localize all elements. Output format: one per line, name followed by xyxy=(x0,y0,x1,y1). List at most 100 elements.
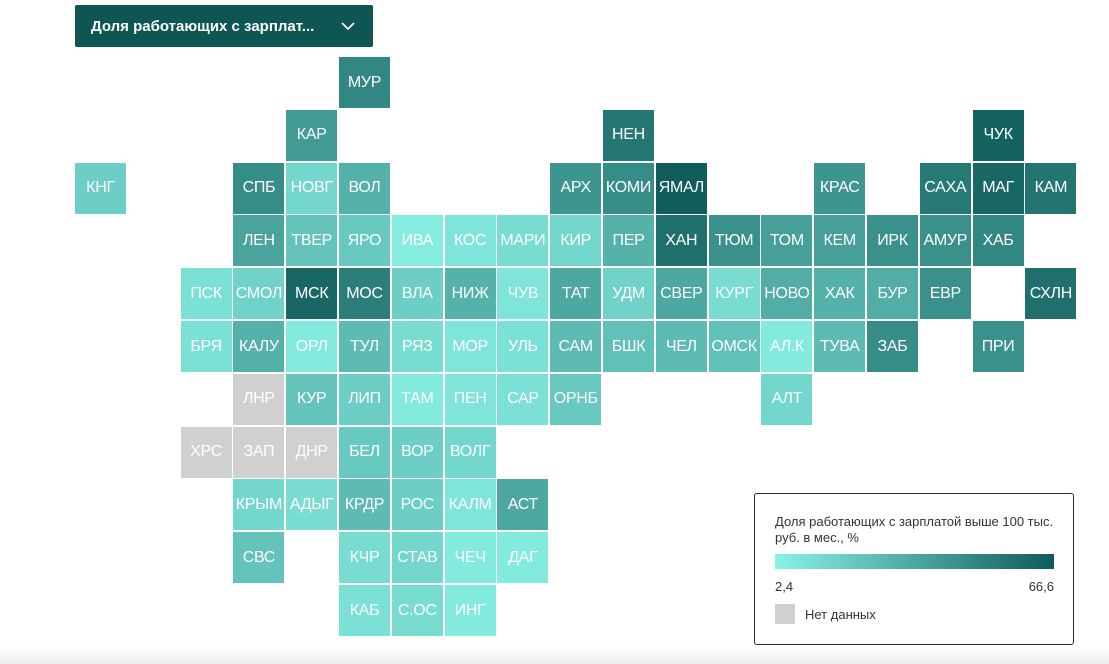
region-tile[interactable]: ПЕР xyxy=(603,215,654,267)
region-tile[interactable]: ХРС xyxy=(180,426,232,478)
region-tile[interactable]: АЛ.К xyxy=(761,321,813,372)
indicator-dropdown-label: Доля работающих с зарплат... xyxy=(91,17,315,35)
region-tile[interactable]: СХЛН xyxy=(1025,268,1077,320)
legend: Доля работающих с зарплатой выше 100 тыс… xyxy=(754,493,1074,645)
region-tile[interactable]: НИЖ xyxy=(444,268,496,320)
region-tile[interactable]: ВОЛ xyxy=(339,162,390,214)
region-tile[interactable]: ТВЕР xyxy=(286,215,338,267)
legend-nodata-swatch xyxy=(775,604,795,624)
region-tile[interactable]: КЕМ xyxy=(814,215,866,267)
region-tile[interactable]: РОС xyxy=(391,479,443,531)
region-tile[interactable]: НЕН xyxy=(603,109,654,161)
legend-min-label: 2,4 xyxy=(775,579,794,594)
region-tile[interactable]: ТУЛ xyxy=(339,321,390,372)
region-tile[interactable]: ЛНР xyxy=(233,373,285,425)
region-tile[interactable]: ОРНБ xyxy=(550,373,602,425)
region-tile[interactable]: БУР xyxy=(867,268,918,320)
region-tile[interactable]: ОМСК xyxy=(708,321,760,372)
region-tile[interactable]: МАРИ xyxy=(497,215,549,267)
region-tile[interactable]: ХАБ xyxy=(972,215,1024,267)
region-tile[interactable]: АСТ xyxy=(497,479,549,531)
region-tile[interactable]: БЕЛ xyxy=(339,426,390,478)
legend-title: Доля работающих с зарплатой выше 100 тыс… xyxy=(775,514,1054,545)
region-tile[interactable]: САР xyxy=(497,373,549,425)
region-tile[interactable]: МУР xyxy=(339,57,390,108)
region-tile[interactable]: ТОМ xyxy=(761,215,813,267)
legend-max-label: 66,6 xyxy=(1028,579,1054,594)
region-tile[interactable]: КАБ xyxy=(339,585,390,636)
region-tile[interactable]: ИНГ xyxy=(444,585,496,636)
region-tile[interactable]: НОВО xyxy=(761,268,813,320)
region-tile[interactable]: АДЫГ xyxy=(286,479,338,531)
region-tile[interactable]: КНГ xyxy=(75,162,126,214)
region-tile[interactable]: БРЯ xyxy=(180,321,232,372)
region-tile[interactable]: КАЛМ xyxy=(444,479,496,531)
region-tile[interactable]: СПБ xyxy=(233,162,285,214)
region-tile[interactable]: ИРК xyxy=(867,215,918,267)
region-tile[interactable]: ПСК xyxy=(180,268,232,320)
region-tile[interactable]: ВОЛГ xyxy=(444,426,496,478)
region-tile[interactable]: ЗАП xyxy=(233,426,285,478)
region-tile[interactable]: ОРЛ xyxy=(286,321,338,372)
region-tile[interactable]: МОР xyxy=(444,321,496,372)
region-tile[interactable]: КОС xyxy=(444,215,496,267)
region-tile[interactable]: КРДР xyxy=(339,479,390,531)
region-tile[interactable]: АРХ xyxy=(550,162,602,214)
region-tile[interactable]: ТАМ xyxy=(391,373,443,425)
region-tile[interactable]: КРАС xyxy=(814,162,866,214)
region-tile[interactable]: С.ОС xyxy=(391,585,443,636)
region-tile[interactable]: СВЕР xyxy=(655,268,707,320)
region-tile[interactable]: ЕВР xyxy=(919,268,971,320)
region-tile[interactable]: КАЛУ xyxy=(233,321,285,372)
region-tile[interactable]: КИР xyxy=(550,215,602,267)
region-tile[interactable]: ЯМАЛ xyxy=(655,162,707,214)
bottom-shadow xyxy=(0,646,1109,664)
region-tile[interactable]: АЛТ xyxy=(761,373,813,425)
region-tile[interactable]: РЯЗ xyxy=(391,321,443,372)
region-tile[interactable]: ПРИ xyxy=(972,321,1024,372)
region-tile[interactable]: ЯРО xyxy=(339,215,390,267)
region-tile[interactable]: СМОЛ xyxy=(233,268,285,320)
region-tile[interactable]: КЧР xyxy=(339,532,390,584)
region-tile[interactable]: ЧУК xyxy=(972,109,1024,161)
region-tile[interactable]: САХА xyxy=(919,162,971,214)
region-tile[interactable]: ИВА xyxy=(391,215,443,267)
chevron-down-icon xyxy=(341,22,355,31)
region-tile[interactable]: ЗАБ xyxy=(867,321,918,372)
region-tile[interactable]: ТЮМ xyxy=(708,215,760,267)
region-tile[interactable]: СТАВ xyxy=(391,532,443,584)
region-tile[interactable]: ВЛА xyxy=(391,268,443,320)
region-tile[interactable]: МАГ xyxy=(972,162,1024,214)
region-tile[interactable]: БШК xyxy=(603,321,654,372)
region-tile[interactable]: ЧЕЧ xyxy=(444,532,496,584)
region-tile[interactable]: САМ xyxy=(550,321,602,372)
region-tile[interactable]: УДМ xyxy=(603,268,654,320)
region-tile[interactable]: ЛИП xyxy=(339,373,390,425)
region-tile[interactable]: НОВГ xyxy=(286,162,338,214)
region-tile[interactable]: МСК xyxy=(286,268,338,320)
region-tile[interactable]: ЧУВ xyxy=(497,268,549,320)
region-tile[interactable]: ТАТ xyxy=(550,268,602,320)
region-tile[interactable]: КУР xyxy=(286,373,338,425)
region-tile[interactable]: АМУР xyxy=(919,215,971,267)
region-tile[interactable]: ХАН xyxy=(655,215,707,267)
region-tile[interactable]: МОС xyxy=(339,268,390,320)
region-tile[interactable]: КАР xyxy=(286,109,338,161)
region-tile[interactable]: ВОР xyxy=(391,426,443,478)
indicator-dropdown[interactable]: Доля работающих с зарплат... xyxy=(75,5,373,47)
region-tile[interactable]: ПЕН xyxy=(444,373,496,425)
region-tile[interactable]: КРЫМ xyxy=(233,479,285,531)
region-tile[interactable]: СВС xyxy=(233,532,285,584)
region-tile[interactable]: ДНР xyxy=(286,426,338,478)
region-tile[interactable]: ТУВА xyxy=(814,321,866,372)
region-tile[interactable]: УЛЬ xyxy=(497,321,549,372)
region-tile[interactable]: ДАГ xyxy=(497,532,549,584)
region-tile[interactable]: ЛЕН xyxy=(233,215,285,267)
region-tile[interactable]: ХАК xyxy=(814,268,866,320)
region-tile[interactable]: КОМИ xyxy=(603,162,654,214)
region-tile[interactable]: КУРГ xyxy=(708,268,760,320)
region-tile[interactable]: КАМ xyxy=(1025,162,1077,214)
region-tile[interactable]: ЧЕЛ xyxy=(655,321,707,372)
legend-nodata-label: Нет данных xyxy=(805,607,876,622)
